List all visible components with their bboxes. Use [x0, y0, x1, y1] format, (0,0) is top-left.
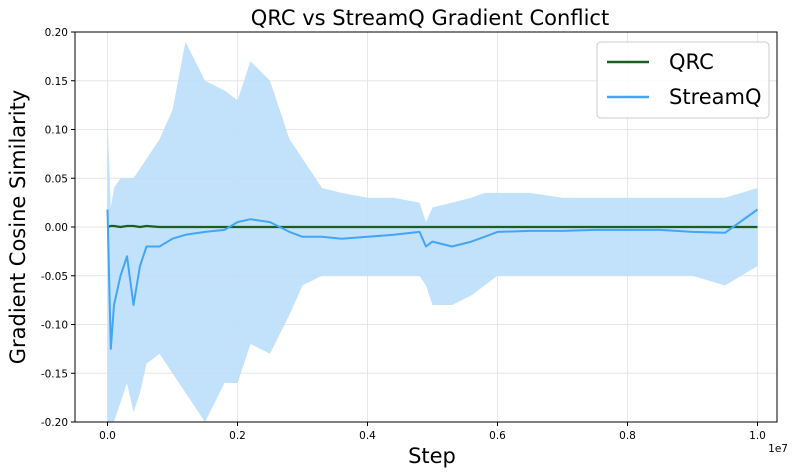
x-tick-label-0: 0.0	[99, 430, 116, 442]
y-tick-label-1: -0.15	[41, 368, 68, 380]
y-axis-title: Gradient Cosine Similarity	[6, 90, 30, 365]
x-tick-label-3: 0.6	[489, 430, 506, 442]
x-axis-ticks: 0.0 0.2 0.4 0.6 0.8 1.0	[99, 422, 766, 442]
y-tick-label-3: -0.05	[41, 271, 68, 283]
chart-title: QRC vs StreamQ Gradient Conflict	[251, 6, 609, 30]
y-tick-label-2: -0.10	[41, 320, 68, 332]
streamq-band-area	[107, 41, 758, 423]
y-tick-label-5: 0.05	[45, 173, 68, 185]
legend-label-qrc: QRC	[669, 50, 714, 74]
legend: QRC StreamQ	[596, 41, 770, 119]
streamq-band	[107, 41, 758, 423]
y-tick-label-6: 0.10	[45, 125, 68, 137]
x-tick-label-5: 1.0	[749, 430, 766, 442]
y-tick-label-7: 0.15	[45, 76, 68, 88]
legend-label-streamq: StreamQ	[669, 85, 762, 109]
y-tick-label-0: -0.20	[41, 417, 68, 429]
x-axis-title: Step	[408, 444, 456, 468]
series-line-qrc	[107, 224, 758, 229]
series-line-streamq	[106, 208, 759, 350]
x-tick-label-2: 0.4	[359, 430, 376, 442]
x-tick-label-1: 0.2	[229, 430, 246, 442]
x-axis-offset-label: 1e7	[768, 443, 788, 455]
y-axis-ticks: -0.20 -0.15 -0.10 -0.05 0.00 0.05 0.10 0.15 0.20	[41, 27, 75, 429]
y-tick-label-8: 0.20	[45, 27, 68, 39]
series-lines	[106, 208, 759, 350]
y-tick-label-4: 0.00	[45, 222, 68, 234]
x-tick-label-4: 0.8	[619, 430, 636, 442]
